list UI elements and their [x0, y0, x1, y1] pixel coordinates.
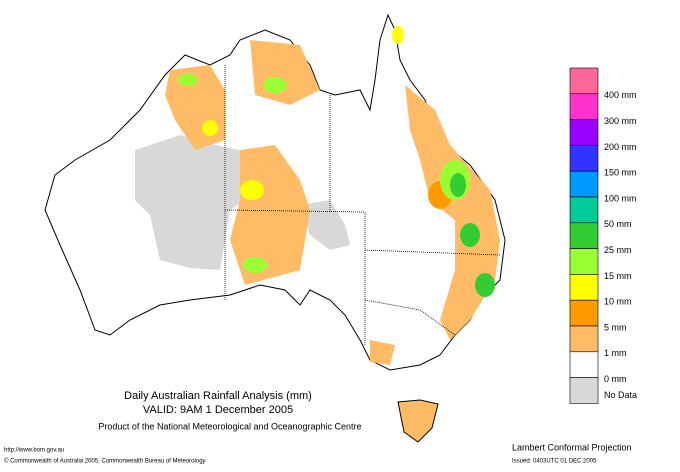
legend-label: 0 mm: [604, 374, 627, 384]
legend-swatch: [569, 145, 599, 172]
legend-label: 300 mm: [604, 116, 637, 126]
legend-label: 15 mm: [604, 271, 632, 281]
legend: 400 mm 300 mm 200 mm 150 mm 100 mm 50 mm 25 mm…: [569, 67, 637, 404]
legend-swatch: [569, 222, 599, 249]
legend-label: 100 mm: [604, 193, 637, 203]
url: http://www.bom.gov.au: [4, 448, 64, 454]
tasmania: [397, 399, 439, 443]
legend-label: 5 mm: [604, 322, 627, 332]
product-note: Product of the National Meteorological a…: [98, 421, 361, 431]
legend-swatch: [569, 351, 599, 378]
valid-time: VALID: 9AM 1 December 2005: [143, 404, 293, 416]
legend-label: 10 mm: [604, 297, 632, 307]
legend-label: 200 mm: [604, 142, 637, 152]
legend-label: 25 mm: [604, 245, 632, 255]
legend-swatch: [569, 170, 599, 198]
legend-label: 50 mm: [604, 219, 632, 229]
no-data-area: [135, 135, 350, 270]
legend-swatch: [569, 248, 599, 275]
legend-swatch: [569, 377, 599, 404]
legend-swatch: [569, 325, 599, 353]
legend-swatch: [569, 93, 599, 120]
legend-swatch: [569, 299, 599, 327]
legend-label: 150 mm: [604, 168, 637, 178]
map-title: Daily Australian Rainfall Analysis (mm): [124, 390, 312, 402]
rainfall-areas: [165, 26, 500, 365]
legend-label: No Data: [604, 390, 637, 400]
legend-swatch: [569, 67, 599, 95]
legend-swatch: [569, 274, 599, 301]
legend-label: 400 mm: [604, 90, 637, 100]
issued: Issued: 0403UTC 01 DEC 2005: [512, 459, 597, 465]
legend-swatch: [569, 196, 599, 224]
legend-label: 1 mm: [604, 348, 627, 358]
legend-swatch: [569, 119, 599, 146]
projection: Lambert Conformal Projection: [512, 442, 632, 452]
copyright: © Commonwealth of Australia 2005, Common…: [4, 458, 206, 465]
state-borders: [224, 65, 501, 345]
